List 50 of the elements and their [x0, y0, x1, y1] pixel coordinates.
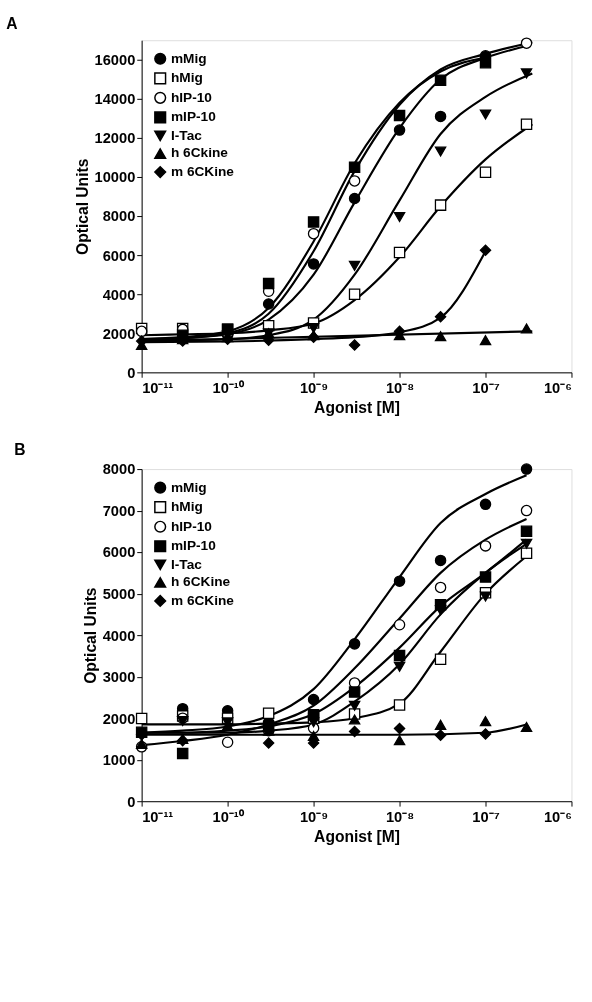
x-tick-label: 10⁻¹⁰ [212, 380, 245, 397]
y-tick-label: 8000 [102, 461, 136, 478]
y-tick-label: 1000 [102, 752, 136, 769]
x-tick-label: 10⁻¹¹ [142, 809, 174, 826]
x-tick-label: 10⁻⁶ [543, 380, 572, 397]
x-tick-label: 10⁻⁷ [472, 809, 500, 826]
legend-label: m 6CKine [170, 592, 235, 608]
y-tick-label: 6000 [102, 544, 136, 561]
y-tick-label: 12000 [94, 130, 136, 147]
legend-label: hIP-10 [170, 89, 213, 105]
y-tick-label: 10000 [94, 169, 136, 186]
x-tick-label: 10⁻⁹ [299, 380, 329, 397]
x-tick-label: 10⁻¹⁰ [212, 809, 245, 826]
x-axis-title: Agonist [M] [314, 827, 401, 845]
legend-label: mIP-10 [170, 109, 217, 125]
legend-label: mIP-10 [170, 538, 217, 554]
x-tick-label: 10⁻⁶ [543, 809, 572, 826]
y-tick-label: 7000 [102, 502, 136, 519]
chart-title: B [14, 440, 26, 458]
y-tick-label: 3000 [102, 669, 136, 686]
y-tick-label: 6000 [102, 247, 136, 264]
legend-label: mMig [170, 479, 207, 495]
legend-label: I-Tac [170, 127, 203, 143]
y-tick-label: 0 [127, 793, 136, 810]
y-tick-label: 14000 [94, 91, 136, 108]
legend-label: m 6CKine [170, 164, 235, 180]
y-tick-label: 5000 [102, 586, 136, 602]
legend-label: hMig [170, 499, 203, 515]
x-tick-label: 10⁻⁸ [385, 380, 415, 397]
legend-label: hMig [170, 70, 203, 86]
legend-label: hIP-10 [170, 518, 213, 534]
legend-label: mMig [170, 50, 207, 66]
x-axis-title: Agonist [M] [314, 398, 401, 416]
x-tick-label: 10⁻⁸ [385, 809, 415, 826]
x-tick-label: 10⁻⁹ [299, 809, 329, 826]
y-axis-title: Optical Units [81, 587, 99, 684]
text: A [6, 14, 18, 32]
x-tick-label: 10⁻¹¹ [142, 380, 174, 397]
y-tick-label: 2000 [102, 325, 136, 342]
legend-label: h 6Ckine [170, 145, 229, 161]
y-tick-label: 8000 [102, 208, 136, 225]
y-tick-label: 4000 [102, 627, 136, 644]
y-tick-label: 16000 [94, 52, 136, 69]
y-tick-label: 4000 [102, 286, 136, 303]
y-tick-label: 2000 [102, 710, 136, 727]
legend-label: I-Tac [170, 556, 203, 572]
y-axis-title: Optical Units [73, 158, 91, 255]
y-tick-label: 0 [127, 364, 136, 381]
legend-label: h 6CKine [170, 574, 231, 590]
x-tick-label: 10⁻⁷ [472, 380, 500, 397]
